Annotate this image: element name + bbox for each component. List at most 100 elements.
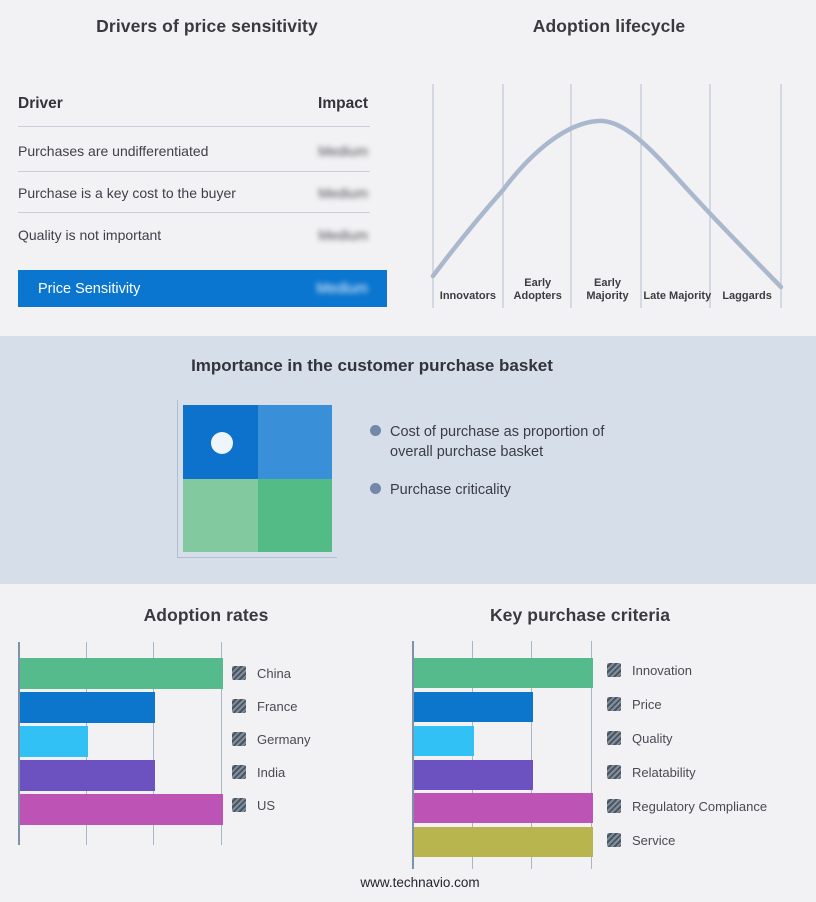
legend-item: US xyxy=(232,797,310,813)
quadrant-cell-top-right xyxy=(257,405,332,479)
lifecycle-stage-labels: Innovators Early Adopters Early Majority… xyxy=(433,262,782,304)
legend-label-india: India xyxy=(257,764,286,780)
legend-item: France xyxy=(232,698,310,714)
drivers-panel-title: Drivers of price sensitivity xyxy=(96,16,318,36)
stage-label-innovators: Innovators xyxy=(439,290,497,303)
quadrant-y-axis xyxy=(177,400,178,558)
legend-item: Quality xyxy=(607,730,767,746)
bar-quality xyxy=(414,726,474,756)
y-axis xyxy=(18,642,20,845)
stage-label-late-majority: Late Majority xyxy=(643,290,712,303)
legend-label-price: Price xyxy=(632,696,662,712)
gridline xyxy=(153,642,155,845)
website-url: www.technavio.com xyxy=(360,875,480,890)
position-marker-dot xyxy=(211,432,233,454)
legend-label-germany: Germany xyxy=(257,731,311,747)
impact-cell-blurred: Medium xyxy=(318,227,368,243)
bullet-icon xyxy=(370,483,381,494)
driver-cell: Purchase is a key cost to the buyer xyxy=(18,185,236,201)
quadrant-x-axis xyxy=(177,557,337,558)
hatched-swatch-icon xyxy=(607,765,621,779)
bullet-item: Cost of purchase as proportion of overal… xyxy=(370,422,642,462)
adoption-rates-legend: China France Germany India US xyxy=(232,665,311,813)
key-purchase-criteria-legend: Innovation Price Quality Relatability Re… xyxy=(607,662,768,848)
legend-label-relatability: Relatability xyxy=(632,764,696,780)
legend-label-regulatory-compliance: Regulatory Compliance xyxy=(632,798,768,814)
bar-innovation xyxy=(414,658,593,688)
gridline xyxy=(221,642,222,845)
impact-cell-blurred: Medium xyxy=(316,280,368,297)
bell-curve xyxy=(430,118,784,290)
bullet-text: Purchase criticality xyxy=(390,482,511,498)
bar-relatability xyxy=(414,760,534,790)
stage-label-early-majority: Early Majority xyxy=(586,277,629,303)
bar-us xyxy=(20,794,223,825)
bar-service xyxy=(414,827,593,857)
legend-item: Relatability xyxy=(607,764,767,780)
basket-title: Importance in the customer purchase bask… xyxy=(191,356,553,375)
price-sensitivity-label: Price Sensitivity xyxy=(38,280,141,297)
key-purchase-criteria-title: Key purchase criteria xyxy=(489,605,671,625)
table-row: Quality is not important Medium xyxy=(18,227,368,243)
table-divider xyxy=(18,126,370,127)
bar-france xyxy=(20,692,156,723)
legend-item: Innovation xyxy=(607,662,767,678)
lifecycle-panel-title: Adoption lifecycle xyxy=(532,16,686,36)
hatched-swatch-icon xyxy=(232,765,246,779)
hatched-swatch-icon xyxy=(232,699,246,713)
legend-item: China xyxy=(232,665,310,681)
legend-label-china: China xyxy=(257,665,291,681)
purchase-basket-band: Importance in the customer purchase bask… xyxy=(0,336,816,584)
bar-germany xyxy=(20,726,88,757)
legend-item: Regulatory Compliance xyxy=(607,798,768,814)
table-divider xyxy=(18,212,370,213)
legend-label-service: Service xyxy=(632,832,676,848)
legend-item: Price xyxy=(607,696,767,712)
quadrant-cell-bottom-left xyxy=(183,478,258,552)
drivers-table-header: Driver Impact xyxy=(18,95,368,113)
legend-label-innovation: Innovation xyxy=(632,662,692,678)
price-sensitivity-summary-row: Price Sensitivity Medium xyxy=(18,270,387,307)
impact-cell-blurred: Medium xyxy=(318,143,368,159)
bullet-icon xyxy=(370,425,381,436)
column-header-impact: Impact xyxy=(318,95,368,112)
gridline xyxy=(531,641,533,869)
hatched-swatch-icon xyxy=(232,666,246,680)
adoption-rates-title: Adoption rates xyxy=(143,605,269,625)
y-axis xyxy=(412,641,414,869)
legend-item: Germany xyxy=(232,731,311,747)
driver-cell: Quality is not important xyxy=(18,227,162,243)
hatched-swatch-icon xyxy=(607,731,621,745)
purchase-basket-quadrant xyxy=(183,405,332,552)
gridline xyxy=(591,641,592,869)
table-row: Purchase is a key cost to the buyer Medi… xyxy=(18,185,368,201)
legend-item: Service xyxy=(607,832,767,848)
stage-label-early-adopters: Early Adopters xyxy=(513,277,562,303)
quadrant-cell-bottom-right xyxy=(257,478,332,552)
lifecycle-bell-curve-chart xyxy=(430,84,784,308)
legend-item: India xyxy=(232,764,310,780)
hatched-swatch-icon xyxy=(607,833,621,847)
table-divider xyxy=(18,171,370,172)
bullet-item: Purchase criticality xyxy=(370,480,511,500)
legend-label-quality: Quality xyxy=(632,730,673,746)
bar-price xyxy=(414,692,534,722)
impact-cell-blurred: Medium xyxy=(318,185,368,201)
hatched-swatch-icon xyxy=(607,697,621,711)
adoption-rates-chart xyxy=(18,642,223,845)
legend-label-us: US xyxy=(257,797,276,813)
bar-india xyxy=(20,760,156,791)
hatched-swatch-icon xyxy=(232,798,246,812)
hatched-swatch-icon xyxy=(232,732,246,746)
bar-china xyxy=(20,658,223,689)
table-row: Purchases are undifferentiated Medium xyxy=(18,143,368,159)
column-header-driver: Driver xyxy=(18,95,63,112)
hatched-swatch-icon xyxy=(607,799,621,813)
bullet-text: Cost of purchase as proportion of overal… xyxy=(390,424,605,460)
legend-label-france: France xyxy=(257,698,298,714)
driver-cell: Purchases are undifferentiated xyxy=(18,143,209,159)
key-purchase-criteria-chart xyxy=(412,641,593,869)
hatched-swatch-icon xyxy=(607,663,621,677)
bar-regulatory-compliance xyxy=(414,793,593,823)
